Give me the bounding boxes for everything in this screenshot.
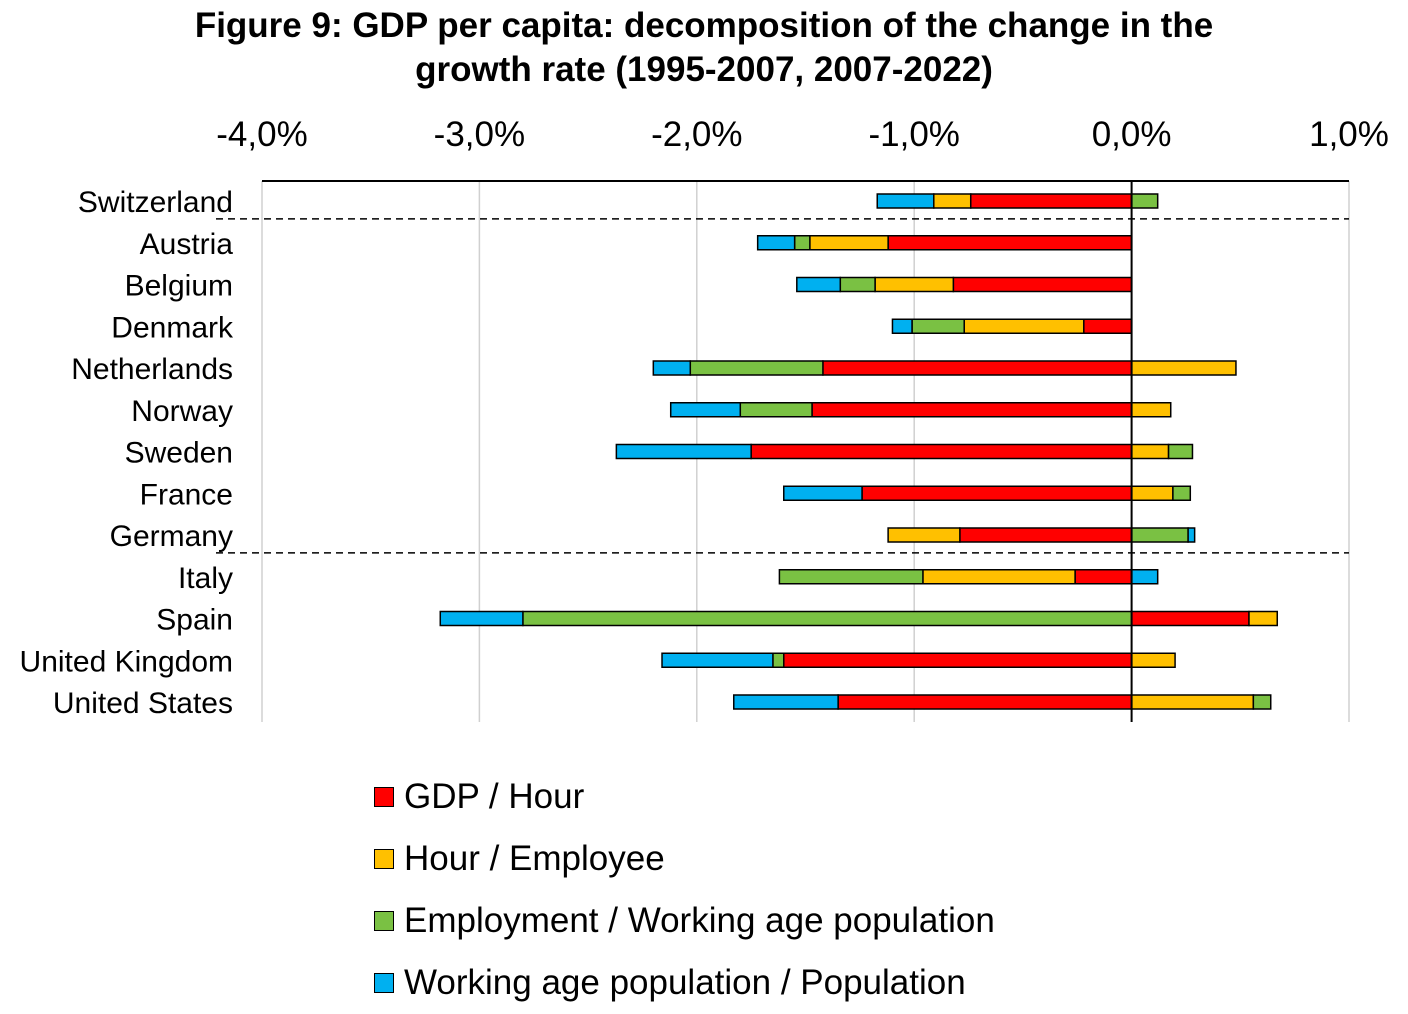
bar-netherlands-working-age-population-population <box>652 360 692 376</box>
bar-switzerland-hour-employee <box>933 193 972 209</box>
legend-label-employment: Employment / Working age population <box>404 901 995 940</box>
bar-italy-hour-employee <box>922 569 1076 585</box>
bar-denmark-gdp-hour <box>1083 318 1133 334</box>
legend-item-employment: Employment / Working age population <box>374 890 995 952</box>
x-tick-label: -4,0% <box>216 115 307 154</box>
bar-united-states-gdp-hour <box>837 694 1133 710</box>
bar-switzerland-employment-working-age-population <box>1130 193 1159 209</box>
bar-norway-employment-working-age-population <box>739 402 813 418</box>
legend-label-hour-employee: Hour / Employee <box>404 839 665 878</box>
bar-denmark-employment-working-age-population <box>911 318 965 334</box>
bar-norway-hour-employee <box>1130 402 1172 418</box>
bar-belgium-employment-working-age-population <box>839 276 876 293</box>
bar-belgium-hour-employee <box>874 276 955 293</box>
x-tick-label: 0,0% <box>1092 115 1172 154</box>
bar-sweden-working-age-population-population <box>615 443 752 460</box>
legend-swatch-hour-employee <box>374 849 394 869</box>
legend-item-working-age: Working age population / Population <box>374 952 995 1014</box>
bar-belgium-gdp-hour <box>952 276 1133 293</box>
bar-france-hour-employee <box>1130 485 1174 501</box>
category-label: United Kingdom <box>20 645 233 678</box>
legend-swatch-gdp-hour <box>374 787 394 807</box>
bar-austria-hour-employee <box>809 235 889 251</box>
legend-label-working-age: Working age population / Population <box>404 963 966 1002</box>
legend: GDP / Hour Hour / Employee Employment / … <box>374 766 995 1014</box>
bar-norway-gdp-hour <box>811 402 1133 418</box>
bar-netherlands-gdp-hour <box>822 360 1133 376</box>
bar-denmark-hour-employee <box>963 318 1085 334</box>
bar-germany-gdp-hour <box>959 527 1133 543</box>
bar-norway-working-age-population-population <box>669 402 742 418</box>
bar-denmark-working-age-population-population <box>891 318 913 334</box>
bar-united-states-working-age-population-population <box>733 694 839 710</box>
x-tick-label: -2,0% <box>651 115 742 154</box>
category-label: Denmark <box>111 311 234 344</box>
bar-united-kingdom-working-age-population-population <box>661 652 774 668</box>
category-label: Sweden <box>125 437 233 470</box>
bar-netherlands-hour-employee <box>1130 360 1237 376</box>
legend-swatch-employment <box>374 911 394 931</box>
bar-belgium-working-age-population-population <box>796 276 842 293</box>
bar-united-kingdom-gdp-hour <box>783 652 1133 668</box>
legend-item-gdp-hour: GDP / Hour <box>374 766 995 828</box>
bar-spain-hour-employee <box>1248 610 1279 627</box>
chart-area: -4,0% -3,0% -2,0% -1,0% 0,0% 1,0% Switzerland… <box>20 115 1389 722</box>
bar-sweden-gdp-hour <box>750 443 1133 460</box>
bar-united-kingdom-hour-employee <box>1130 652 1176 668</box>
bars <box>439 193 1279 710</box>
category-label: Germany <box>110 520 233 553</box>
bar-austria-employment-working-age-population <box>793 235 811 251</box>
category-label: Netherlands <box>71 353 233 386</box>
category-label: Belgium <box>125 270 233 303</box>
bar-austria-working-age-population-population <box>756 235 796 251</box>
legend-label-gdp-hour: GDP / Hour <box>404 777 585 816</box>
bar-italy-working-age-population-population <box>1130 569 1159 585</box>
bar-france-gdp-hour <box>861 485 1133 501</box>
category-label: Switzerland <box>78 186 233 219</box>
chart-title-line-2: growth rate (1995-2007, 2007-2022) <box>415 50 993 89</box>
bar-spain-working-age-population-population <box>439 610 524 627</box>
bar-italy-gdp-hour <box>1074 569 1133 585</box>
bar-united-kingdom-employment-working-age-population <box>772 652 785 668</box>
bar-france-working-age-population-population <box>783 485 863 501</box>
bar-austria-gdp-hour <box>887 235 1133 251</box>
category-label: Norway <box>131 395 233 428</box>
category-label: Italy <box>178 562 233 595</box>
bar-netherlands-employment-working-age-population <box>689 360 824 376</box>
bar-germany-hour-employee <box>887 527 961 543</box>
axes <box>262 180 1349 722</box>
bar-italy-employment-working-age-population <box>778 569 924 585</box>
bar-france-employment-working-age-population <box>1172 485 1192 501</box>
x-tick-labels: -4,0% -3,0% -2,0% -1,0% 0,0% 1,0% <box>216 115 1389 154</box>
x-tick-label: -3,0% <box>434 115 525 154</box>
bar-sweden-hour-employee <box>1130 443 1170 460</box>
category-labels: Switzerland Austria Belgium Denmark Netherla… <box>20 186 234 720</box>
chart-title: Figure 9: GDP per capita: decomposition … <box>0 4 1408 92</box>
bar-germany-working-age-population-population <box>1187 527 1196 543</box>
bar-sweden-employment-working-age-population <box>1167 443 1194 460</box>
x-tick-label: -1,0% <box>868 115 959 154</box>
chart-title-line-1: Figure 9: GDP per capita: decomposition … <box>194 6 1214 45</box>
x-tick-label: 1,0% <box>1309 115 1389 154</box>
bar-germany-employment-working-age-population <box>1130 527 1189 543</box>
bar-switzerland-gdp-hour <box>969 193 1133 209</box>
category-label: Spain <box>156 604 233 637</box>
bar-switzerland-working-age-population-population <box>876 193 935 209</box>
bar-spain-gdp-hour <box>1130 610 1250 627</box>
category-label: France <box>140 478 233 511</box>
bar-united-states-employment-working-age-population <box>1252 694 1272 710</box>
legend-item-hour-employee: Hour / Employee <box>374 828 995 890</box>
bar-spain-employment-working-age-population <box>522 610 1133 627</box>
bar-united-states-hour-employee <box>1130 694 1255 710</box>
category-label: Austria <box>140 228 234 261</box>
category-label: United States <box>53 687 233 720</box>
legend-swatch-working-age <box>374 973 394 993</box>
group-separators <box>216 218 1349 554</box>
